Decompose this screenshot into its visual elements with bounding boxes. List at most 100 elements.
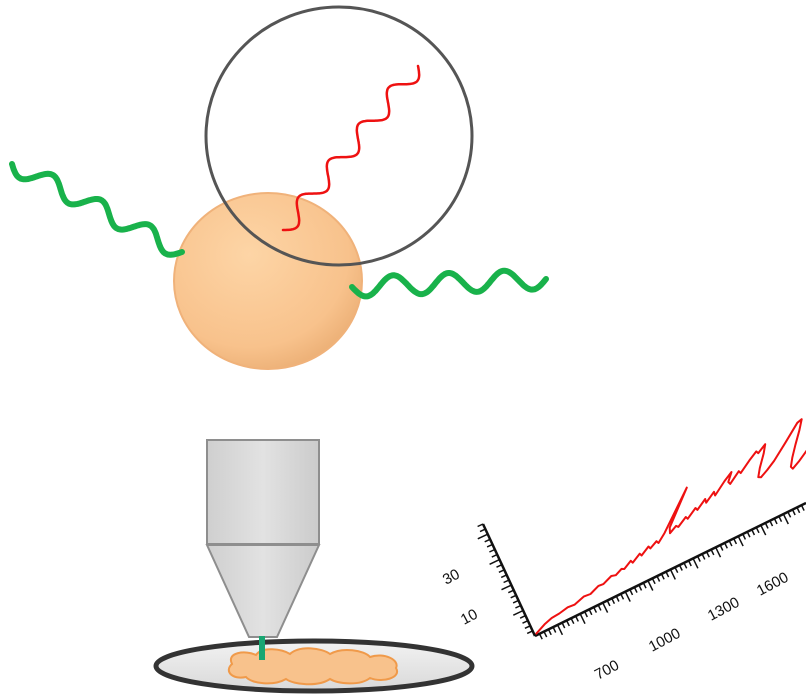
axis-tick — [512, 599, 519, 604]
axis-tick — [519, 614, 526, 619]
axis-tick — [597, 604, 602, 611]
axis-tick — [660, 573, 665, 580]
axis-tick — [701, 553, 706, 560]
axis-tick — [579, 613, 586, 625]
axis-tick — [778, 515, 783, 523]
axis-tick — [791, 509, 796, 516]
particle — [173, 192, 363, 370]
objective-body — [206, 439, 320, 545]
sample-cells — [227, 647, 399, 686]
objective-lens-cone — [205, 544, 321, 638]
axis-tick — [552, 626, 557, 633]
axis-tick — [669, 569, 676, 580]
axis-tick — [642, 582, 647, 589]
axis-tick — [742, 533, 747, 540]
axis-tick — [746, 531, 751, 538]
axis-tick — [705, 551, 710, 558]
axis-tick — [769, 520, 774, 527]
axis-tick — [491, 553, 498, 558]
axis-tick — [498, 569, 505, 573]
axis-tick — [524, 625, 531, 629]
axis-tick — [489, 558, 500, 565]
axis-tick — [593, 606, 598, 613]
x-tick-label-1000: 1000 — [646, 625, 683, 656]
x-tick-label-1600: 1600 — [754, 569, 791, 600]
axis-tick — [728, 540, 733, 547]
axis-tick — [512, 609, 524, 616]
axis-tick — [477, 533, 489, 540]
axis-tick — [719, 544, 724, 551]
spectrum-x-ticks — [538, 503, 806, 640]
axis-tick — [787, 511, 792, 518]
axis-tick — [737, 535, 744, 547]
axis-tick — [584, 611, 588, 618]
axis-tick — [710, 549, 715, 556]
axis-tick — [620, 593, 625, 600]
axis-tick — [538, 633, 543, 640]
axis-tick — [611, 597, 616, 605]
axis-tick — [507, 589, 515, 594]
axis-tick — [543, 631, 548, 638]
axis-tick — [656, 575, 661, 582]
axis-tick — [547, 629, 552, 636]
axis-tick — [683, 562, 688, 569]
axis-tick — [751, 529, 756, 536]
scattered-wave — [349, 267, 549, 300]
axis-tick — [624, 591, 631, 602]
axis-tick — [800, 504, 805, 511]
axis-tick — [570, 617, 575, 625]
axis-tick — [503, 579, 510, 584]
axis-tick — [760, 524, 767, 536]
axis-tick — [522, 620, 529, 624]
axis-tick — [526, 630, 533, 635]
axis-tick — [565, 620, 570, 627]
axis-tick — [715, 546, 722, 558]
axis-tick — [647, 580, 654, 591]
axis-tick — [479, 528, 486, 533]
laser-beam — [259, 636, 265, 660]
axis-tick — [638, 584, 643, 591]
axis-tick — [724, 542, 728, 549]
x-tick-label-1300: 1300 — [705, 594, 742, 625]
axis-tick — [633, 586, 638, 593]
axis-tick — [782, 513, 789, 525]
axis-tick — [588, 609, 593, 616]
raman-scattered-wave — [281, 64, 421, 232]
y-tick-label-30: 30 — [440, 566, 463, 589]
axis-tick — [629, 589, 634, 596]
axis-tick — [696, 555, 701, 562]
axis-tick — [651, 578, 656, 585]
axis-tick — [574, 615, 579, 622]
axis-tick — [674, 566, 679, 574]
axis-tick — [500, 574, 507, 579]
axis-tick — [764, 522, 769, 529]
collection-circle — [204, 5, 474, 267]
axis-tick — [773, 518, 778, 525]
axis-tick — [755, 527, 760, 534]
axis-tick — [556, 624, 564, 636]
axis-tick — [602, 602, 609, 613]
x-tick-label-700: 700 — [592, 657, 622, 684]
spectrum-line — [535, 418, 806, 635]
axis-tick — [477, 523, 484, 528]
axis-tick — [489, 548, 496, 553]
axis-tick — [796, 507, 801, 514]
axis-tick — [484, 538, 491, 543]
y-tick-label-10: 10 — [458, 606, 481, 629]
axis-tick — [615, 595, 620, 602]
axis-tick — [486, 543, 493, 548]
axis-tick — [687, 560, 692, 567]
incident-wave — [9, 161, 185, 258]
axis-tick — [510, 594, 517, 599]
raman-spectrum: 10 30 700 1000 1300 1600 — [440, 418, 806, 684]
axis-tick — [733, 538, 738, 545]
axis-tick — [561, 622, 566, 629]
spectrum-y-ticks — [477, 523, 533, 635]
axis-tick — [665, 571, 670, 578]
axis-tick — [606, 600, 611, 607]
axis-tick — [678, 564, 683, 571]
axis-tick — [692, 558, 699, 569]
axis-tick — [496, 564, 503, 568]
axis-tick — [501, 584, 512, 591]
